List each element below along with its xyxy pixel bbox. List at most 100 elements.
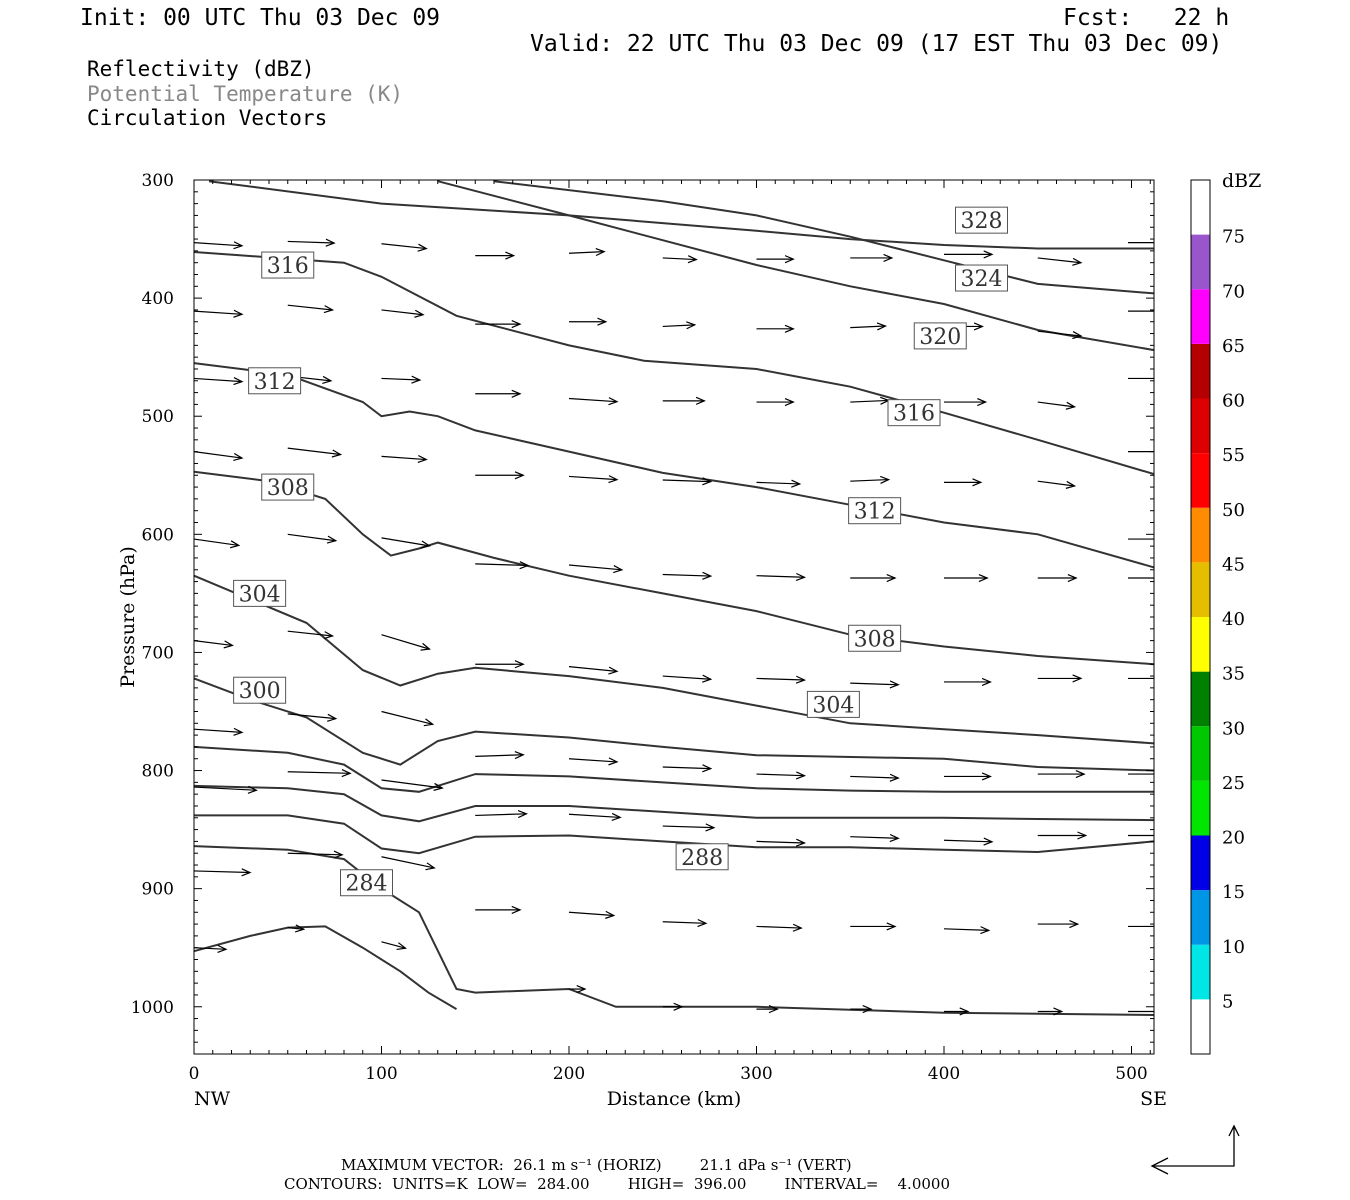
x-tick-label: 200 bbox=[553, 1064, 585, 1084]
circulation-vector bbox=[662, 477, 713, 486]
colorbar-label: 55 bbox=[1222, 445, 1245, 466]
circulation-vector bbox=[944, 478, 983, 487]
y-tick-label: 400 bbox=[142, 289, 174, 309]
x-tick-label: 500 bbox=[1115, 1064, 1147, 1084]
colorbar-label: 10 bbox=[1222, 937, 1245, 958]
colorbar-label: 30 bbox=[1222, 718, 1245, 739]
circulation-vector bbox=[944, 772, 992, 781]
isentrope-line bbox=[193, 251, 1155, 476]
circulation-vector bbox=[662, 396, 706, 405]
init-time: Init: 00 UTC Thu 03 Dec 09 bbox=[80, 5, 441, 31]
colorbar-segment bbox=[1191, 453, 1210, 508]
circulation-vector bbox=[568, 475, 619, 484]
circulation-vector bbox=[568, 910, 616, 919]
circulation-vector bbox=[662, 321, 697, 330]
circulation-vector bbox=[662, 571, 713, 580]
contour-label: 320 bbox=[913, 322, 967, 350]
circulation-vector bbox=[756, 675, 807, 684]
circulation-vector bbox=[1037, 401, 1077, 410]
colorbar-title: dBZ bbox=[1222, 170, 1261, 192]
x-axis-label: Distance (km) bbox=[607, 1088, 742, 1110]
contour-label-text: 328 bbox=[961, 209, 1003, 234]
footer-contours: CONTOURS: UNITS=K LOW= 284.00 HIGH= 396.… bbox=[284, 1175, 950, 1193]
circulation-vector bbox=[1037, 920, 1080, 929]
circulation-vector bbox=[193, 241, 244, 250]
colorbar-label: 20 bbox=[1222, 828, 1245, 849]
x-end-label-nw: NW bbox=[194, 1088, 231, 1110]
circulation-vector bbox=[850, 773, 900, 782]
isentrope-line bbox=[193, 845, 1155, 1016]
circulation-vector bbox=[1037, 480, 1077, 489]
circulation-vector bbox=[850, 833, 900, 843]
colorbar-segment bbox=[1191, 835, 1210, 891]
plot-frame bbox=[193, 179, 1155, 1055]
circulation-vectors bbox=[193, 238, 1154, 1016]
contour-label-text: 300 bbox=[239, 679, 281, 704]
isentrope-line bbox=[193, 784, 1155, 823]
legend-reflectivity: Reflectivity (dBZ) bbox=[87, 57, 315, 81]
circulation-vector bbox=[381, 309, 425, 318]
circulation-vector bbox=[287, 238, 336, 247]
x-tick-label: 400 bbox=[928, 1064, 960, 1084]
contour-labels: 328 324 320 316 316 312 312 308 308 304 304 300 288 2… bbox=[233, 206, 1008, 897]
y-tick-label: 500 bbox=[142, 407, 174, 427]
circulation-vector bbox=[287, 630, 335, 640]
contour-label-text: 288 bbox=[681, 846, 723, 871]
circulation-vector bbox=[568, 812, 622, 821]
isentrope-line bbox=[493, 180, 1155, 295]
reference-vector-icon bbox=[1150, 1124, 1240, 1175]
colorbar-segment bbox=[1191, 617, 1210, 672]
y-tick-label: 800 bbox=[142, 762, 174, 782]
circulation-vector bbox=[756, 479, 802, 488]
contour-label: 328 bbox=[955, 206, 1008, 234]
circulation-vector bbox=[944, 573, 989, 583]
circulation-vector bbox=[850, 322, 887, 331]
circulation-vector bbox=[475, 905, 522, 914]
circulation-vector bbox=[475, 660, 525, 669]
contour-label-text: 304 bbox=[239, 582, 281, 607]
circulation-vector bbox=[568, 247, 606, 257]
legend-potential-temperature: Potential Temperature (K) bbox=[87, 82, 404, 106]
colorbar-label: 40 bbox=[1222, 609, 1245, 630]
circulation-vector bbox=[193, 785, 258, 794]
y-tick-label: 600 bbox=[142, 525, 174, 545]
legend-circulation-vectors: Circulation Vectors bbox=[87, 106, 328, 130]
circulation-vector bbox=[943, 926, 991, 935]
isentrope-line bbox=[194, 814, 1155, 855]
circulation-vector bbox=[662, 1002, 684, 1011]
x-tick-label: 100 bbox=[365, 1064, 397, 1084]
colorbar-segment bbox=[1191, 726, 1210, 781]
circulation-vector bbox=[193, 451, 244, 462]
forecast-hour: Fcst: 22 h bbox=[1063, 5, 1230, 31]
circulation-vector bbox=[193, 868, 252, 877]
circulation-vector bbox=[193, 538, 241, 549]
contour-label: 304 bbox=[233, 579, 287, 607]
circulation-vector bbox=[475, 471, 525, 480]
circulation-vector bbox=[475, 320, 522, 329]
circulation-vector bbox=[850, 922, 897, 931]
circulation-vector bbox=[1037, 257, 1083, 266]
valid-time: Valid: 22 UTC Thu 03 Dec 09 (17 EST Thu … bbox=[530, 31, 1223, 57]
colorbar-segment bbox=[1191, 671, 1210, 727]
circulation-vector bbox=[381, 454, 428, 464]
isentrope-contours bbox=[193, 180, 1155, 1016]
colorbar-segment bbox=[1191, 944, 1210, 1000]
contour-label: 312 bbox=[248, 367, 302, 395]
circulation-vector bbox=[850, 680, 900, 689]
circulation-vector bbox=[475, 251, 516, 260]
colorbar-segment bbox=[1191, 234, 1210, 290]
y-tick-label: 700 bbox=[142, 643, 174, 663]
isentrope-line bbox=[437, 180, 1155, 352]
contour-label-text: 304 bbox=[812, 693, 854, 718]
circulation-vector bbox=[569, 984, 587, 994]
colorbar-label: 15 bbox=[1222, 882, 1245, 903]
circulation-vector bbox=[381, 710, 435, 727]
y-tick-label: 900 bbox=[142, 880, 174, 900]
x-end-label-se: SE bbox=[1140, 1088, 1167, 1110]
isentrope-line bbox=[193, 574, 1155, 745]
colorbar-segment bbox=[1191, 562, 1210, 617]
circulation-vector bbox=[756, 255, 795, 264]
circulation-vector bbox=[944, 250, 994, 259]
axes: 300 400 500 600 700 800 900 1000 0 100 200 300 400 50… bbox=[131, 171, 1154, 1084]
circulation-vector bbox=[381, 243, 428, 252]
